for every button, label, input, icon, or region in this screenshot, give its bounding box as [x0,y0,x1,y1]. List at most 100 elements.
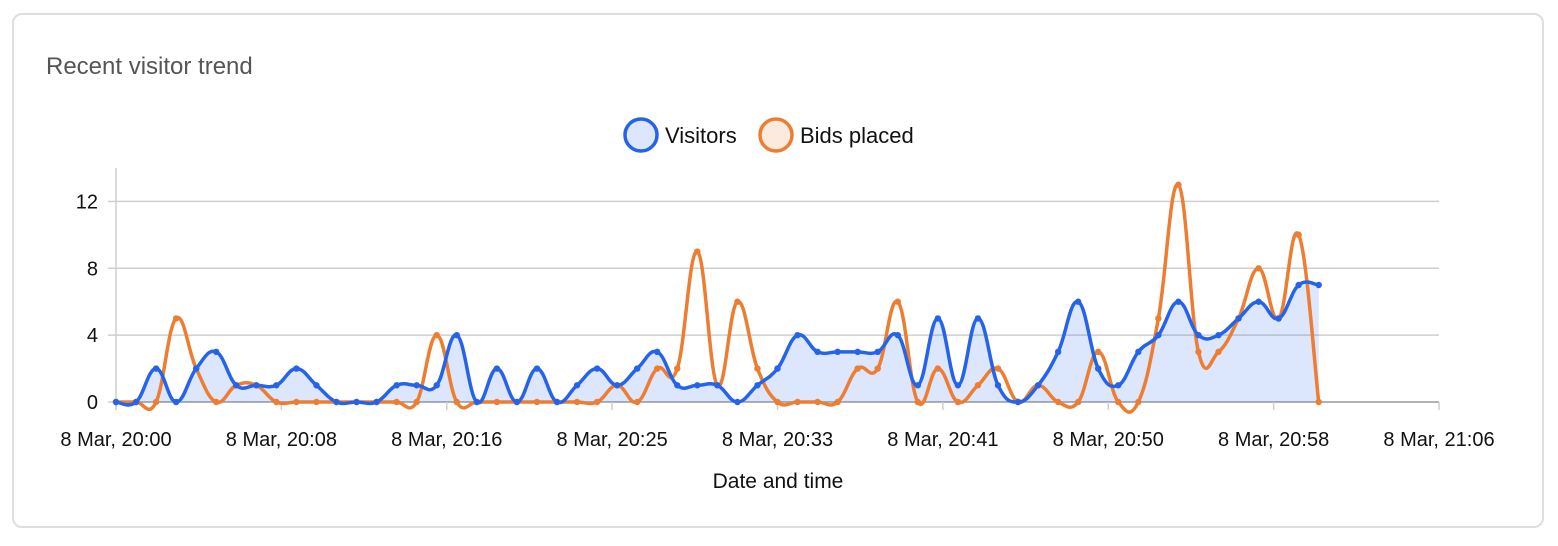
point-bids-placed [1215,348,1222,356]
point-bids-placed [1095,348,1102,356]
point-visitors [553,398,561,406]
point-visitors [1034,382,1042,389]
point-bids-placed [974,382,982,389]
legend-label-visitors: Visitors [665,123,737,148]
point-visitors [1215,331,1222,339]
point-visitors [1175,298,1182,305]
point-visitors [874,348,881,356]
y-tick-label: 12 [76,191,98,213]
point-visitors [1155,331,1162,339]
point-visitors [894,331,901,339]
point-bids-placed [533,398,541,406]
point-bids-placed [213,398,220,406]
point-bids-placed [674,365,681,372]
line-bids-placed [116,182,1321,414]
point-bids-placed [453,398,460,406]
point-visitors [353,398,360,406]
point-visitors [493,365,501,372]
point-visitors [734,398,741,406]
point-visitors [794,331,801,339]
x-tick-label: 8 Mar, 20:16 [391,429,502,451]
point-bids-placed [814,398,821,406]
series-areas [116,282,1319,405]
point-bids-placed [393,398,400,406]
point-bids-placed [694,248,701,255]
point-visitors [1054,348,1062,356]
point-visitors [1315,281,1322,289]
point-visitors [273,382,280,389]
point-bids-placed [1175,181,1182,188]
point-visitors [1095,365,1102,372]
point-bids-placed [633,398,641,406]
point-visitors [132,398,140,406]
y-tick-labels: 0 4 8 12 [76,191,98,414]
point-visitors [1295,281,1302,289]
point-bids-placed [1135,398,1142,406]
x-tick-label: 8 Mar, 20:33 [722,429,833,451]
point-bids-placed [573,398,581,406]
point-visitors [533,365,541,372]
y-tick-label: 4 [87,325,98,347]
x-tick-label: 8 Mar, 20:50 [1053,429,1164,451]
y-tick-label: 8 [87,258,98,280]
point-visitors [914,382,922,389]
point-visitors [834,348,841,356]
point-bids-placed [1115,398,1122,406]
point-bids-placed [874,365,881,372]
point-bids-placed [1255,265,1262,272]
point-visitors [413,382,420,389]
point-visitors [593,365,601,372]
point-visitors [473,398,481,406]
point-bids-placed [413,398,420,406]
point-visitors [192,365,200,372]
point-visitors [814,348,821,356]
x-tick-label: 8 Mar, 20:00 [60,429,171,451]
point-bids-placed [934,365,942,372]
point-visitors [213,348,220,356]
point-visitors [1275,315,1282,322]
legend-label-bids-placed: Bids placed [800,123,914,148]
point-visitors [112,398,120,406]
point-visitors [613,382,621,389]
point-visitors [293,365,300,372]
point-visitors [1135,348,1142,356]
point-bids-placed [1054,398,1062,406]
point-bids-placed [313,398,320,406]
point-bids-placed [654,365,661,372]
point-visitors [994,382,1002,389]
point-bids-placed [493,398,501,406]
area-visitors [116,282,1319,405]
point-visitors [1014,398,1022,406]
point-bids-placed [734,298,741,305]
point-visitors [573,382,581,389]
point-visitors [934,315,942,322]
x-tick-label: 8 Mar, 20:08 [226,429,337,451]
point-bids-placed [954,398,962,406]
point-bids-placed [1074,398,1082,406]
point-visitors [433,382,440,389]
point-visitors [253,382,260,389]
point-bids-placed [433,331,440,339]
point-bids-placed [273,398,280,406]
x-tick-labels: 8 Mar, 20:00 8 Mar, 20:08 8 Mar, 20:16 8 Ma… [60,429,1494,451]
point-visitors [333,398,340,406]
point-bids-placed [152,398,160,406]
point-visitors [393,382,400,389]
point-bids-placed [1155,315,1162,322]
point-visitors [714,382,721,389]
card-title: Recent visitor trend [46,53,253,80]
point-bids-placed [914,398,922,406]
point-bids-placed [172,315,180,322]
point-visitors [172,398,180,406]
point-visitors [513,398,521,406]
point-visitors [313,382,320,389]
point-visitors [694,382,701,389]
point-visitors [1074,298,1082,305]
point-visitors [954,382,962,389]
point-visitors [1255,298,1262,305]
point-visitors [1115,382,1122,389]
point-visitors [453,331,460,339]
point-visitors [754,382,761,389]
point-visitors [654,348,661,356]
